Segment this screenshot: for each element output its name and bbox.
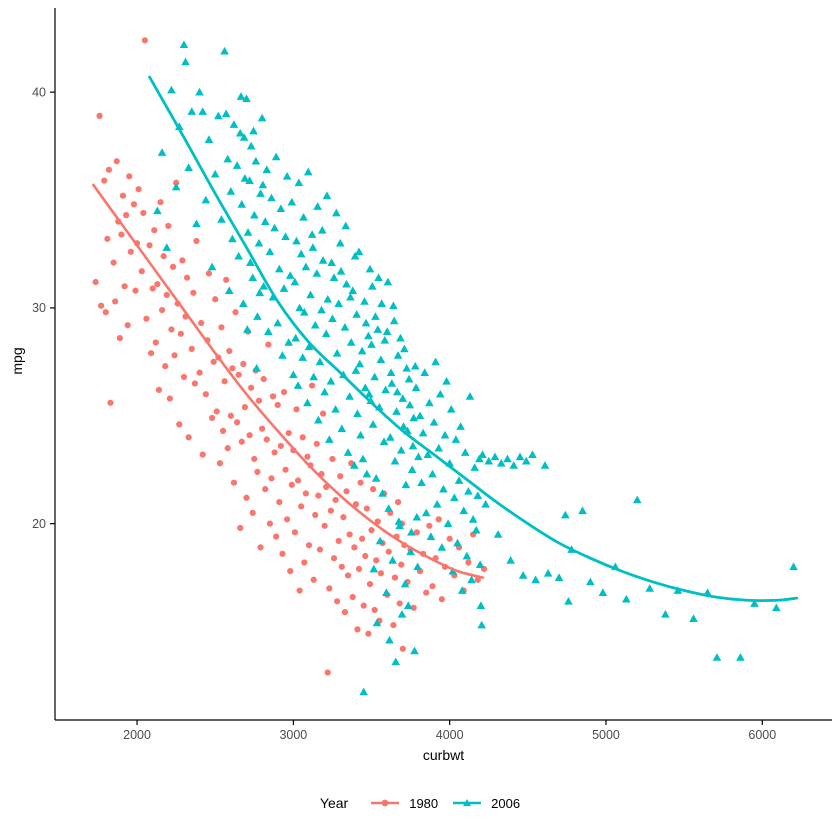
legend-item-1980: 1980	[370, 795, 438, 811]
legend-item-2006: 2006	[452, 795, 520, 811]
smooth-curve-2006	[148, 75, 799, 602]
legend-title: Year	[319, 795, 349, 811]
x-axis: 2000 3000 4000 5000 6000	[55, 719, 832, 742]
y-tick-label: 20	[32, 517, 46, 531]
x-tick-label: 5000	[592, 728, 620, 742]
x-tick-label: 3000	[279, 728, 307, 742]
y-axis: 20 30 40	[32, 8, 56, 720]
x-tick-label: 6000	[748, 728, 776, 742]
scatter-points-1980	[92, 37, 488, 676]
y-axis-title: mpg	[9, 347, 25, 375]
legend-label-1980: 1980	[409, 795, 439, 811]
x-tick-label: 4000	[436, 728, 464, 742]
legend-key-circle-icon	[371, 799, 400, 807]
smooth-curve-1980	[91, 183, 485, 579]
y-tick-label: 40	[32, 85, 46, 99]
y-tick-label: 30	[32, 301, 46, 315]
x-axis-title: curbwt	[422, 747, 465, 763]
legend: Year 1980 2006	[0, 795, 840, 811]
legend-label-2006: 2006	[491, 795, 521, 811]
scatter-points-2006	[153, 40, 798, 696]
legend-key-triangle-icon	[453, 799, 482, 807]
x-tick-label: 2000	[123, 728, 151, 742]
